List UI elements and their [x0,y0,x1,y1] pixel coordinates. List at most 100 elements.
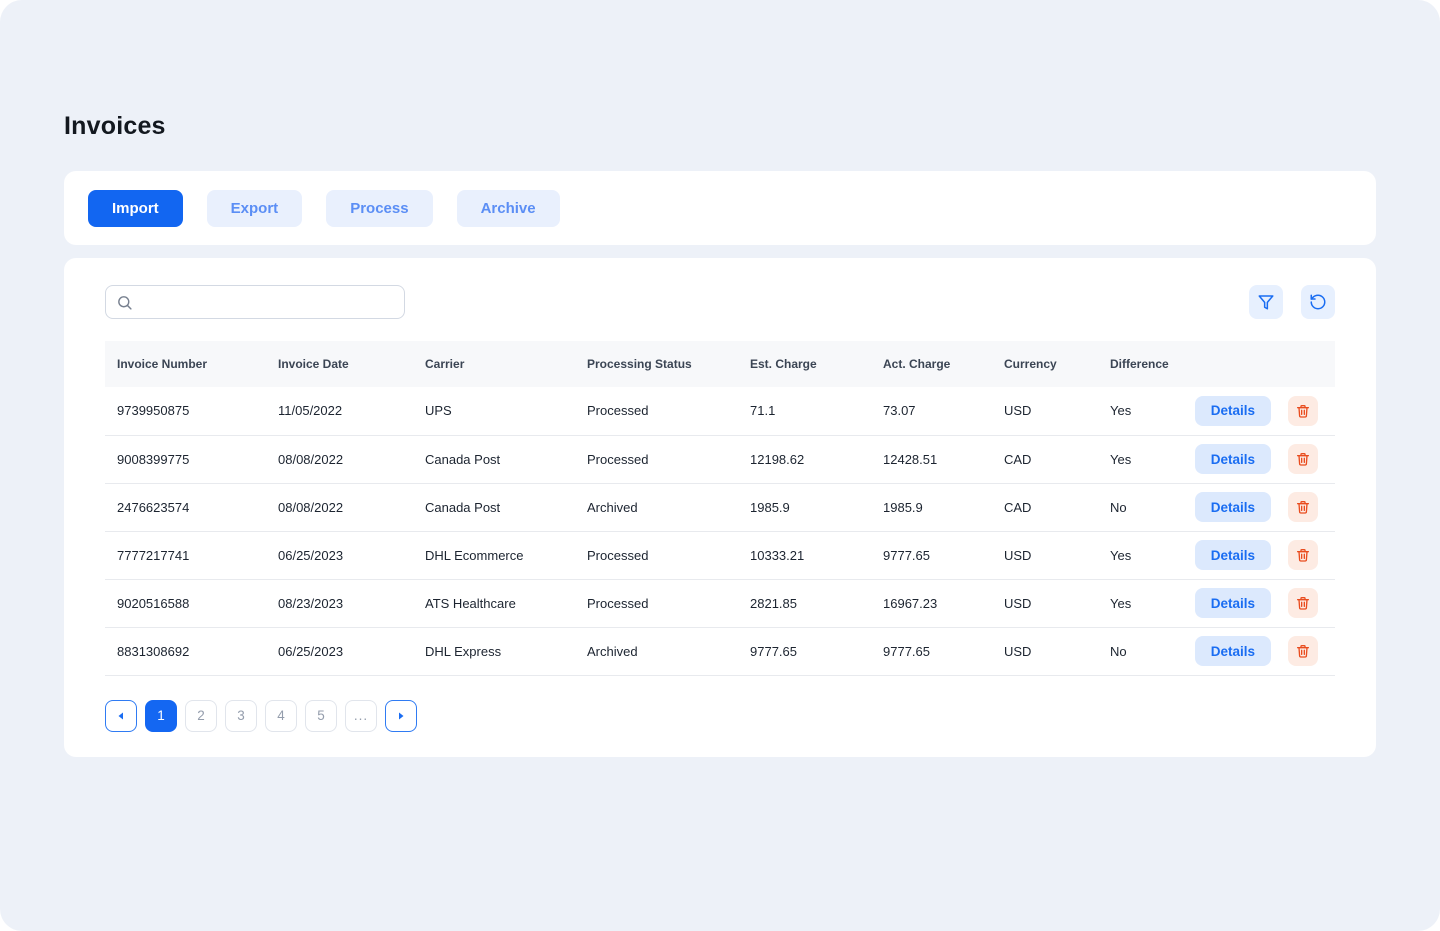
trash-icon [1295,595,1311,611]
table-row: 8831308692 06/25/2023 DHL Express Archiv… [105,627,1335,676]
search-icon [116,294,133,311]
table-row: 7777217741 06/25/2023 DHL Ecommerce Proc… [105,531,1335,580]
page-button-2[interactable]: 2 [185,699,217,732]
delete-button[interactable] [1288,636,1318,666]
invoices-table: Invoice Number Invoice Date Carrier Proc… [105,341,1335,676]
cell-difference: Yes [1098,435,1189,484]
refresh-button[interactable] [1301,285,1335,319]
cell-processing-status: Processed [575,387,738,436]
trash-icon [1295,547,1311,563]
table-row: 2476623574 08/08/2022 Canada Post Archiv… [105,483,1335,532]
cell-invoice-date: 11/05/2022 [266,387,413,436]
next-page-button[interactable] [385,699,417,732]
trash-icon [1295,403,1311,419]
table-row: 9739950875 11/05/2022 UPS Processed 71.1… [105,387,1335,436]
column-header-carrier: Carrier [413,341,575,387]
cell-act-charge: 12428.51 [871,435,992,484]
table-header-row: Invoice Number Invoice Date Carrier Proc… [105,341,1335,387]
page-ellipsis-button[interactable]: ... [345,699,377,732]
cell-processing-status: Processed [575,579,738,628]
cell-processing-status: Processed [575,531,738,580]
cell-est-charge: 12198.62 [738,435,871,484]
process-button[interactable]: Process [326,189,433,227]
column-header-actions [1189,341,1335,387]
cell-currency: CAD [992,435,1098,484]
column-header-act-charge: Act. Charge [871,341,992,387]
cell-invoice-number: 7777217741 [105,531,266,580]
cell-difference: Yes [1098,579,1189,628]
page-button-1[interactable]: 1 [145,699,177,732]
search-input[interactable] [141,286,404,318]
archive-button[interactable]: Archive [456,189,560,227]
table-controls [105,285,1335,319]
page-button-3[interactable]: 3 [225,699,257,732]
table-row: 9020516588 08/23/2023 ATS Healthcare Pro… [105,579,1335,628]
cell-invoice-date: 08/08/2022 [266,435,413,484]
cell-carrier: Canada Post [413,483,575,532]
invoices-table-card: Invoice Number Invoice Date Carrier Proc… [64,258,1376,757]
cell-carrier: ATS Healthcare [413,579,575,628]
details-button[interactable]: Details [1194,395,1271,426]
cell-processing-status: Archived [575,483,738,532]
page-button-4[interactable]: 4 [265,699,297,732]
cell-currency: USD [992,387,1098,436]
delete-button[interactable] [1288,588,1318,618]
filter-button[interactable] [1249,285,1283,319]
cell-currency: USD [992,627,1098,676]
column-header-invoice-date: Invoice Date [266,341,413,387]
cell-est-charge: 1985.9 [738,483,871,532]
delete-button[interactable] [1288,395,1318,426]
delete-button[interactable] [1288,540,1318,570]
cell-est-charge: 10333.21 [738,531,871,580]
details-button[interactable]: Details [1194,636,1271,666]
cell-invoice-number: 9020516588 [105,579,266,628]
pagination: 1 2 3 4 5 ... [105,699,1335,732]
column-header-processing-status: Processing Status [575,341,738,387]
delete-button[interactable] [1288,444,1318,474]
cell-processing-status: Archived [575,627,738,676]
cell-invoice-number: 8831308692 [105,627,266,676]
details-button[interactable]: Details [1194,492,1271,522]
cell-est-charge: 9777.65 [738,627,871,676]
details-button[interactable]: Details [1194,540,1271,570]
cell-carrier: Canada Post [413,435,575,484]
cell-difference: Yes [1098,387,1189,436]
refresh-rotate-ccw-icon [1309,293,1327,311]
prev-page-button[interactable] [105,699,137,732]
details-button[interactable]: Details [1194,588,1271,618]
cell-act-charge: 9777.65 [871,627,992,676]
cell-est-charge: 71.1 [738,387,871,436]
page-button-5[interactable]: 5 [305,699,337,732]
details-button[interactable]: Details [1194,444,1271,474]
page-title: Invoices [64,112,166,140]
filter-funnel-icon [1257,293,1275,311]
trash-icon [1295,499,1311,515]
cell-currency: USD [992,531,1098,580]
cell-difference: No [1098,627,1189,676]
table-row: 9008399775 08/08/2022 Canada Post Proces… [105,435,1335,484]
cell-invoice-number: 9739950875 [105,387,266,436]
column-header-difference: Difference [1098,341,1189,387]
cell-invoice-date: 08/08/2022 [266,483,413,532]
export-button[interactable]: Export [206,189,303,227]
cell-currency: CAD [992,483,1098,532]
cell-carrier: DHL Ecommerce [413,531,575,580]
cell-act-charge: 16967.23 [871,579,992,628]
search-box[interactable] [105,285,405,319]
chevron-right-icon [396,711,406,721]
cell-invoice-number: 2476623574 [105,483,266,532]
cell-processing-status: Processed [575,435,738,484]
import-button[interactable]: Import [88,189,183,227]
toolbar: Import Export Process Archive [64,171,1376,245]
cell-difference: No [1098,483,1189,532]
column-header-invoice-number: Invoice Number [105,341,266,387]
cell-currency: USD [992,579,1098,628]
cell-act-charge: 73.07 [871,387,992,436]
trash-icon [1295,451,1311,467]
delete-button[interactable] [1288,492,1318,522]
chevron-left-icon [116,711,126,721]
cell-difference: Yes [1098,531,1189,580]
cell-carrier: UPS [413,387,575,436]
cell-act-charge: 1985.9 [871,483,992,532]
